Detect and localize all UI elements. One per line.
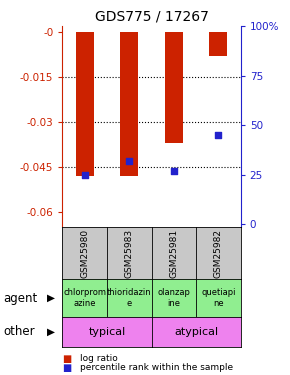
Text: chlorprom
azine: chlorprom azine <box>63 288 106 308</box>
Point <box>82 172 87 178</box>
Text: ▶: ▶ <box>47 293 55 303</box>
Point <box>216 132 221 138</box>
Text: ■: ■ <box>62 354 72 364</box>
Text: GSM25981: GSM25981 <box>169 228 178 278</box>
Text: thioridazin
e: thioridazin e <box>107 288 152 308</box>
Bar <box>76 32 94 176</box>
Text: agent: agent <box>3 292 37 304</box>
Text: ■: ■ <box>62 363 72 372</box>
Point <box>127 158 132 164</box>
Title: GDS775 / 17267: GDS775 / 17267 <box>95 10 209 24</box>
Text: GSM25982: GSM25982 <box>214 229 223 278</box>
Bar <box>120 32 138 176</box>
Text: atypical: atypical <box>174 327 218 337</box>
Text: other: other <box>3 326 35 338</box>
Text: GSM25980: GSM25980 <box>80 228 89 278</box>
Text: GSM25983: GSM25983 <box>125 228 134 278</box>
Text: log ratio: log ratio <box>80 354 117 363</box>
Text: percentile rank within the sample: percentile rank within the sample <box>80 363 233 372</box>
Text: ▶: ▶ <box>47 327 55 337</box>
Text: olanzap
ine: olanzap ine <box>157 288 190 308</box>
Text: typical: typical <box>88 327 126 337</box>
Bar <box>209 32 227 56</box>
Point <box>171 168 176 174</box>
Text: quetiapi
ne: quetiapi ne <box>201 288 236 308</box>
Bar <box>165 32 183 143</box>
